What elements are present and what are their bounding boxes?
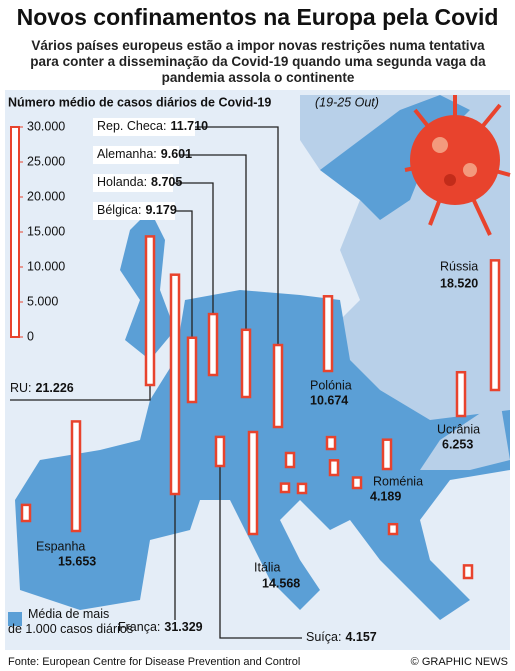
mainland	[15, 290, 510, 620]
country-name: Polónia	[310, 378, 352, 392]
country-value: 6.253	[442, 437, 473, 451]
bar	[207, 312, 219, 377]
bar	[186, 336, 198, 404]
bar	[144, 235, 156, 387]
country-label: Bélgica: 9.179	[97, 203, 177, 217]
y-tick-label: 25.000	[27, 154, 65, 168]
country-label: Rep. Checa: 11.710	[97, 119, 208, 133]
label-box	[93, 146, 179, 164]
bar	[240, 328, 252, 399]
y-tick-label: 30.000	[27, 119, 65, 133]
bar	[325, 435, 337, 451]
country-label: França: 31.329	[118, 620, 203, 634]
country-value: 8.705	[151, 175, 182, 189]
source: Fonte: European Centre for Disease Preve…	[8, 656, 300, 668]
chart-title: Número médio de casos diários de Covid-1…	[8, 95, 271, 109]
bar	[462, 564, 474, 580]
country-value: 31.329	[164, 620, 202, 634]
country-value: 15.653	[58, 554, 96, 568]
bar	[296, 482, 308, 495]
country-value: 18.520	[440, 276, 478, 290]
label-box	[93, 202, 175, 220]
bar	[214, 435, 226, 468]
country-label: RU: 21.226	[10, 381, 74, 395]
country-name: Itália	[254, 560, 280, 574]
country-name: França:	[118, 620, 160, 634]
title: Novos confinamentos na Europa pela Covid	[16, 4, 499, 30]
country-name: Rússia	[440, 259, 478, 273]
bar	[70, 420, 82, 533]
bar	[489, 259, 501, 392]
country-name: Suíça:	[306, 630, 341, 644]
country-name: Espanha	[36, 539, 85, 553]
y-tick-label: 5.000	[27, 294, 58, 308]
scale-bar	[10, 126, 20, 338]
country-name: Rep. Checa:	[97, 119, 166, 133]
country-value: 9.179	[145, 203, 176, 217]
bar	[284, 451, 296, 469]
bar	[20, 503, 32, 523]
virus	[404, 95, 511, 236]
footer-band	[3, 655, 512, 669]
y-tick-label: 15.000	[27, 224, 65, 238]
bar	[381, 438, 393, 471]
leader-line	[175, 210, 193, 338]
credit: © GRAPHIC NEWS	[411, 656, 508, 668]
legend-line: de 1.000 casos diários	[8, 622, 133, 636]
country-name: Bélgica:	[97, 203, 141, 217]
bar	[351, 476, 363, 490]
legend-line: Média de mais	[28, 607, 109, 621]
legend-swatch	[8, 612, 22, 626]
y-tick-label: 20.000	[27, 189, 65, 203]
bar	[247, 430, 259, 536]
leader-line	[179, 154, 247, 330]
label-box	[93, 118, 195, 136]
country-label: Suíça: 4.157	[306, 630, 377, 644]
country-value: 4.157	[345, 630, 376, 644]
country-name: RU:	[10, 381, 32, 395]
country-value: 21.226	[36, 381, 74, 395]
label-box	[93, 174, 173, 192]
legend-text: Média de mais de 1.000 casos diários	[8, 607, 133, 636]
country-value: 9.601	[161, 147, 192, 161]
y-tick-label: 10.000	[27, 259, 65, 273]
country-name: Ucrânia	[437, 422, 480, 436]
black-sea-coast	[420, 400, 510, 470]
country-value: 4.189	[370, 489, 401, 503]
bar	[169, 273, 181, 496]
leader-line	[10, 385, 151, 401]
bar	[279, 482, 291, 494]
period: (19-25 Out)	[315, 95, 379, 109]
leader-line	[195, 126, 279, 346]
leader-line	[219, 466, 302, 639]
bar	[455, 370, 467, 418]
subtitle: Vários países europeus estão a impor nov…	[30, 38, 486, 85]
country-value: 10.674	[310, 393, 348, 407]
leader-line	[173, 182, 214, 315]
country-name: Roménia	[373, 474, 423, 488]
bar	[272, 343, 284, 429]
country-name: Alemanha:	[97, 147, 157, 161]
country-name: Holanda:	[97, 175, 147, 189]
bar	[387, 522, 399, 536]
bar	[322, 295, 334, 373]
bar	[328, 459, 340, 477]
y-tick-label: 0	[27, 329, 34, 343]
country-value: 11.710	[170, 119, 208, 133]
country-label: Alemanha: 9.601	[97, 147, 192, 161]
country-value: 14.568	[262, 576, 300, 590]
country-label: Holanda: 8.705	[97, 175, 182, 189]
